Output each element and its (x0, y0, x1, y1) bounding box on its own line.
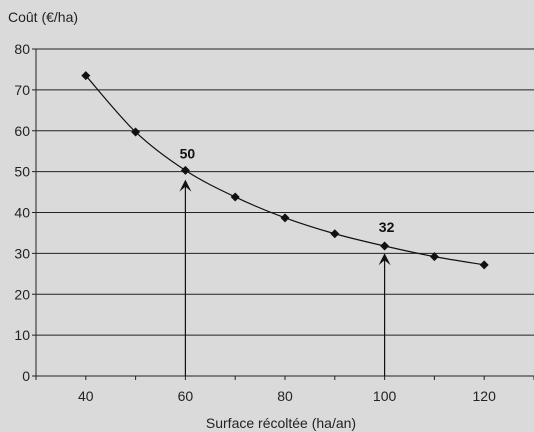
data-point (330, 229, 340, 239)
data-point (280, 213, 290, 223)
data-series (81, 71, 489, 270)
y-tick-label: 50 (14, 164, 30, 180)
arrow-head (378, 253, 391, 266)
y-tick-label: 70 (14, 82, 30, 98)
data-point (380, 241, 390, 251)
y-tick-label: 60 (14, 123, 30, 139)
data-point (230, 192, 240, 202)
x-tick-label: 40 (78, 388, 94, 404)
x-tick-label: 100 (373, 388, 397, 404)
x-tick-label: 120 (473, 388, 497, 404)
data-point (180, 165, 190, 175)
y-tick-label: 80 (14, 41, 30, 57)
data-point (429, 252, 439, 262)
y-tick-label: 40 (14, 205, 30, 221)
y-tick-label: 20 (14, 286, 30, 302)
annotation-label: 50 (180, 146, 196, 162)
annotation-label: 32 (379, 219, 395, 235)
arrow-head (179, 179, 192, 192)
axes (32, 48, 534, 380)
annotation-arrows (179, 179, 391, 376)
series-line (85, 75, 485, 266)
y-tick-label: 10 (14, 327, 30, 343)
annotation-labels: 50 32 (180, 146, 395, 236)
tick-labels: 0 10 20 30 40 50 60 70 80 40 60 80 100 120 (14, 41, 496, 404)
x-axis-title: Surface récoltée (ha/an) (206, 415, 356, 431)
x-tick-label: 80 (277, 388, 293, 404)
x-tick-label: 60 (178, 388, 194, 404)
data-point (131, 127, 141, 137)
data-point (479, 260, 489, 270)
data-point (81, 71, 91, 81)
y-tick-label: 30 (14, 245, 30, 261)
grid-lines (36, 48, 534, 336)
y-tick-label: 0 (22, 368, 30, 384)
y-axis-title: Coût (€/ha) (8, 9, 78, 25)
